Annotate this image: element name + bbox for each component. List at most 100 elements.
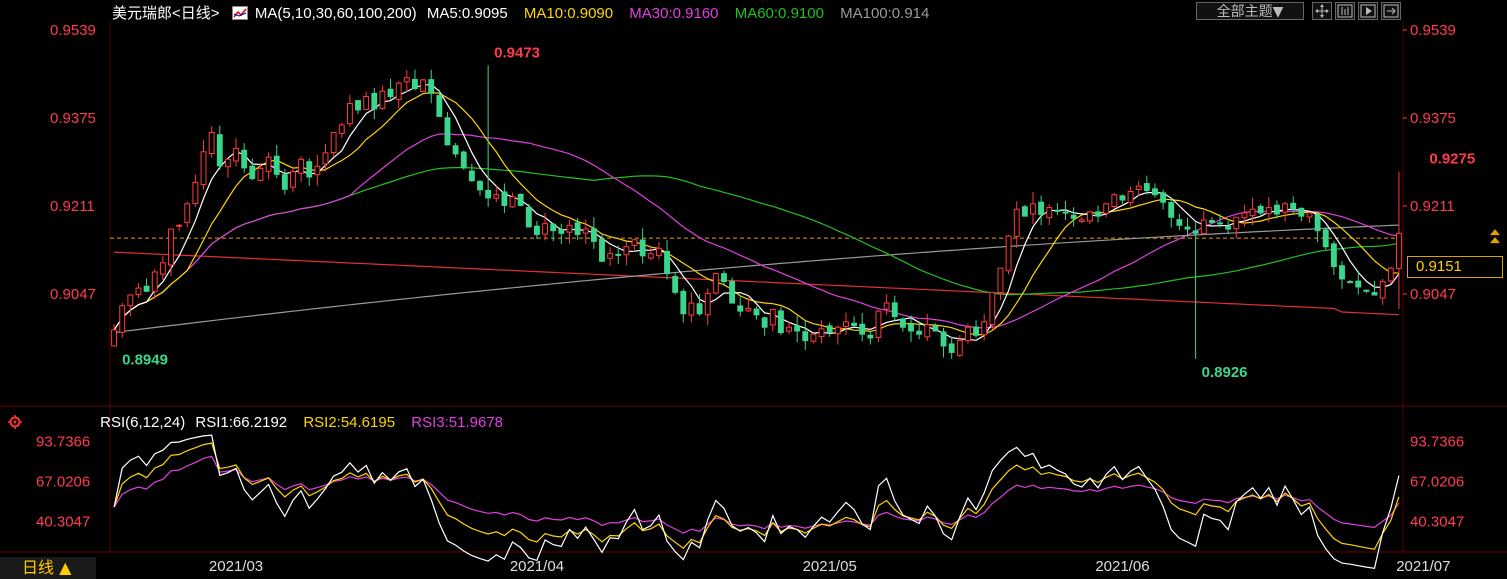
candle-body <box>1208 220 1215 224</box>
candle-body <box>168 228 174 266</box>
rsi-tick-left: 67.0206 <box>36 473 90 490</box>
chart-header: 美元瑞郎<日线> MA(5,10,30,60,100,200) MA5:0.90… <box>112 2 929 22</box>
candle-body <box>395 82 402 101</box>
ma10-value: MA10:0.9090 <box>523 5 614 22</box>
candle-body <box>143 285 150 292</box>
candle-body <box>1322 229 1329 248</box>
candle-body <box>729 281 736 304</box>
rsi-header: RSI(6,12,24) RSI1:66.2192 RSI2:54.6195 R… <box>0 414 503 432</box>
candle-body <box>1347 281 1354 284</box>
candle-body <box>655 247 662 257</box>
candle-body <box>1030 203 1036 215</box>
price-tick-right: 0.9211 <box>1410 198 1455 215</box>
price-tick-left: 0.9211 <box>50 198 95 215</box>
rsi-lines <box>113 434 1400 569</box>
time-tick-label: 2021/06 <box>1095 558 1149 575</box>
candle-body <box>1363 289 1370 292</box>
candle-body <box>631 239 638 246</box>
candle-body <box>135 287 142 295</box>
ma5-value: MA5:0.9095 <box>426 5 508 22</box>
candle-body <box>826 325 833 334</box>
candle-body <box>712 273 719 294</box>
candle-body <box>1143 183 1150 191</box>
candle-body <box>940 331 947 347</box>
candle-body <box>452 145 459 155</box>
bars-icon[interactable] <box>1335 2 1355 20</box>
candle-body <box>509 196 516 208</box>
price-tick-right: 0.9539 <box>1410 22 1456 39</box>
candle-body <box>843 321 849 327</box>
candle-body <box>932 325 939 332</box>
rsi-tick-right: 93.7366 <box>1410 433 1464 450</box>
candle-body <box>623 246 630 256</box>
rsi-tick-left: 40.3047 <box>36 514 90 531</box>
ma-indicator-icon[interactable] <box>231 6 248 20</box>
candle-body <box>834 326 841 335</box>
candle-body <box>647 253 654 259</box>
price-arrow-icon <box>1490 229 1500 244</box>
candle-body <box>1103 203 1110 214</box>
candle-body <box>273 155 280 175</box>
grid-icon[interactable] <box>1312 2 1332 20</box>
candle-body <box>371 92 378 110</box>
candle-body <box>412 78 418 89</box>
candle-body <box>184 203 191 223</box>
candle-body <box>997 267 1004 294</box>
candle-body <box>485 189 492 199</box>
candle-body <box>607 253 614 259</box>
ma100-line <box>114 224 1399 334</box>
candle-body <box>1135 185 1142 190</box>
candle-body <box>1038 201 1045 216</box>
candle-body <box>802 331 809 342</box>
settings-gear-icon[interactable] <box>8 415 22 429</box>
candle-body <box>290 171 296 188</box>
ma200-line <box>114 251 1399 316</box>
candle-body <box>493 194 500 199</box>
candlestick-series <box>111 65 1402 359</box>
candle-body <box>1395 232 1402 269</box>
candle-body <box>1290 202 1297 210</box>
rsi-tick-right: 40.3047 <box>1410 514 1464 531</box>
symbol-title[interactable]: 美元瑞郎<日线> <box>112 5 220 22</box>
candle-body <box>127 294 134 307</box>
candle-body <box>1192 230 1199 234</box>
candle-body <box>908 323 914 332</box>
candle-body <box>1274 204 1280 215</box>
ma60-line <box>113 167 1400 331</box>
candle-body <box>249 165 256 180</box>
time-tick-label: 2021/07 <box>1396 558 1450 575</box>
export-icon[interactable] <box>1381 2 1401 20</box>
candle-body <box>1355 280 1362 288</box>
candle-body <box>1265 207 1272 215</box>
time-tick-label: 2021/05 <box>803 558 857 575</box>
candle-body <box>558 229 565 234</box>
candle-body <box>1127 190 1134 204</box>
period-selector[interactable]: 日线 ▲ <box>0 557 96 579</box>
candle-body <box>1387 267 1394 282</box>
play-icon[interactable] <box>1358 2 1378 20</box>
candle-body <box>1086 211 1093 222</box>
candle-body <box>851 322 858 327</box>
candle-body <box>533 225 540 235</box>
rsi1-line <box>113 434 1400 569</box>
candle-body <box>387 88 394 98</box>
candle-body <box>1054 209 1061 212</box>
candle-body <box>330 131 337 154</box>
candle-body <box>257 167 264 181</box>
candle-body <box>550 223 557 232</box>
candle-body <box>403 77 410 83</box>
candle-body <box>460 151 467 169</box>
price-tick-left: 0.9047 <box>50 286 96 303</box>
candle-body <box>208 131 215 155</box>
theme-dropdown[interactable]: 全部主题▼ <box>1196 2 1304 20</box>
candle-body <box>916 330 923 335</box>
candle-body <box>672 276 679 293</box>
rsi-params: RSI(6,12,24) <box>100 414 186 431</box>
candle-body <box>436 95 443 117</box>
candle-body <box>1078 219 1085 222</box>
candle-body <box>1062 211 1069 214</box>
candle-body <box>1379 281 1386 299</box>
candle-body <box>224 158 231 168</box>
